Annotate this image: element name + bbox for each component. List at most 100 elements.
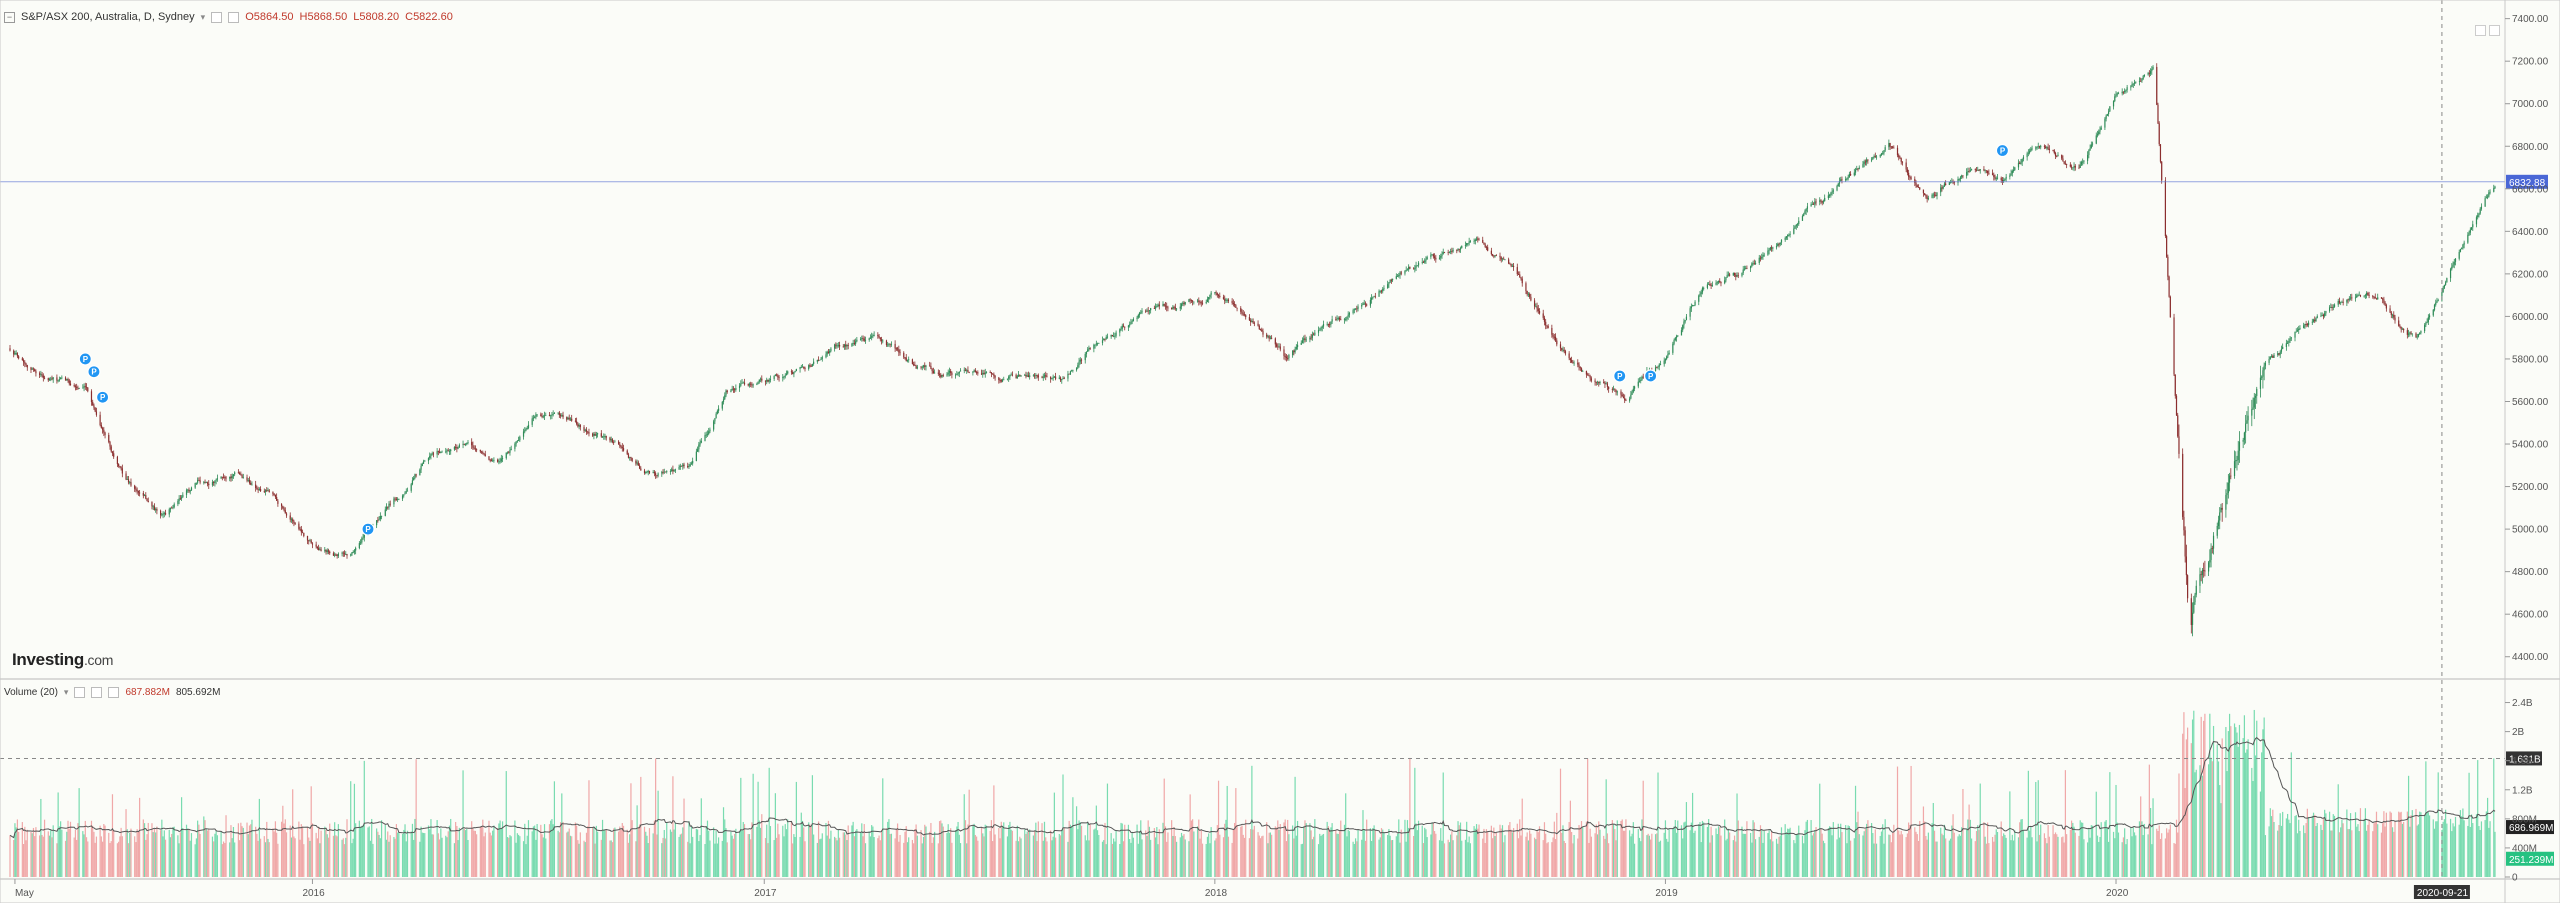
volume-bar	[1252, 829, 1254, 877]
candle-body	[1243, 314, 1246, 316]
volume-bar	[1935, 841, 1937, 877]
volume-bar	[2054, 832, 2057, 877]
volume-bar	[1709, 842, 1711, 877]
volume-bar	[2486, 797, 2489, 877]
candle-body	[1853, 172, 1855, 176]
candle-body	[973, 370, 975, 372]
volume-bar	[241, 826, 243, 877]
candle-body	[1457, 248, 1459, 251]
volume-bar	[180, 797, 183, 877]
volume-bar	[474, 830, 477, 877]
candle-body	[1535, 306, 1537, 308]
candle-body	[1063, 377, 1065, 379]
volume-bar	[1124, 824, 1126, 877]
visibility-toggle-icon[interactable]	[74, 687, 86, 698]
volume-bar	[483, 836, 485, 877]
event-marker-icon[interactable]: P	[78, 352, 92, 366]
volume-bar	[843, 832, 846, 877]
settings-toggle-icon[interactable]	[228, 11, 240, 23]
volume-bar	[272, 828, 274, 877]
candle-body	[1421, 261, 1423, 263]
volume-bar	[118, 841, 120, 877]
candle-body	[1685, 316, 1688, 321]
candle-body	[941, 374, 943, 377]
candle-body	[1373, 296, 1375, 298]
candle-body	[2210, 548, 2212, 560]
candle-body	[194, 483, 196, 488]
volume-bar	[1716, 834, 1718, 877]
volume-bar	[51, 837, 53, 877]
volume-bar	[747, 834, 749, 877]
chevron-down-icon[interactable]: ▾	[200, 11, 206, 22]
volume-bar	[1725, 840, 1727, 877]
candle-body	[1137, 314, 1139, 318]
candle-body	[2148, 72, 2150, 74]
volume-bar	[2407, 775, 2410, 877]
volume-bar	[2098, 841, 2100, 877]
candle-body	[930, 366, 932, 369]
volume-bar	[1395, 836, 1397, 877]
volume-bar	[1242, 834, 1244, 877]
volume-bar	[69, 821, 72, 877]
candle-body	[164, 513, 167, 515]
candle-body	[1383, 288, 1385, 290]
candle-body	[155, 509, 157, 510]
volume-bar	[2399, 812, 2401, 877]
volume-bar	[441, 837, 443, 877]
volume-bar	[1183, 834, 1185, 877]
close-indicator-icon[interactable]	[108, 687, 120, 698]
candle-body	[341, 552, 343, 554]
volume-bar	[2400, 811, 2402, 877]
volume-bar	[213, 841, 215, 877]
candle-body	[214, 480, 216, 484]
event-marker-icon[interactable]: P	[1995, 143, 2010, 158]
volume-bar	[2338, 832, 2341, 877]
volume-bar	[60, 821, 62, 877]
volume-bar	[750, 839, 752, 877]
candle-body	[1735, 275, 1737, 277]
volume-bar	[973, 823, 975, 877]
candle-body	[1292, 350, 1294, 356]
candle-body	[398, 498, 400, 500]
volume-bar	[1456, 835, 1458, 877]
event-marker-icon[interactable]: P	[361, 522, 375, 536]
volume-bar	[1899, 834, 1901, 877]
collapse-icon[interactable]: −	[4, 11, 15, 23]
candle-body	[990, 372, 993, 374]
volume-bar	[1595, 824, 1597, 877]
candle-body	[2486, 196, 2489, 198]
event-marker-icon[interactable]: P	[87, 365, 101, 379]
chevron-down-icon[interactable]: ▾	[63, 687, 69, 697]
candle-body	[2061, 154, 2063, 159]
event-marker-icon[interactable]: P	[1644, 369, 1658, 383]
volume-bar	[2000, 821, 2002, 877]
candle-body	[993, 374, 995, 376]
volume-bar	[2453, 826, 2455, 877]
pane-maximize-icon[interactable]	[2475, 25, 2486, 36]
volume-bar	[1563, 840, 1565, 877]
settings-toggle-icon[interactable]	[91, 687, 103, 698]
candle-body	[583, 427, 585, 431]
volume-bar	[446, 837, 448, 877]
candle-body	[1638, 380, 1641, 382]
candle-body	[1347, 314, 1349, 317]
event-marker-icon[interactable]: P	[1613, 369, 1627, 383]
pane-close-icon[interactable]	[2489, 25, 2500, 36]
volume-bar	[853, 836, 855, 877]
candle-body	[2320, 315, 2322, 317]
candle-body	[1188, 299, 1190, 303]
candle-body	[1983, 169, 1985, 171]
volume-bar	[1901, 834, 1904, 877]
volume-bar	[61, 829, 63, 877]
candle-body	[1075, 367, 1078, 371]
candle-body	[1579, 367, 1581, 369]
candle-body	[51, 378, 53, 380]
candle-body	[794, 371, 796, 372]
event-marker-icon[interactable]: P	[95, 390, 110, 404]
volume-bar	[1735, 841, 1737, 877]
candle-body	[664, 471, 667, 473]
candle-body	[998, 377, 1000, 381]
candle-body	[915, 365, 917, 369]
visibility-toggle-icon[interactable]	[211, 11, 223, 23]
